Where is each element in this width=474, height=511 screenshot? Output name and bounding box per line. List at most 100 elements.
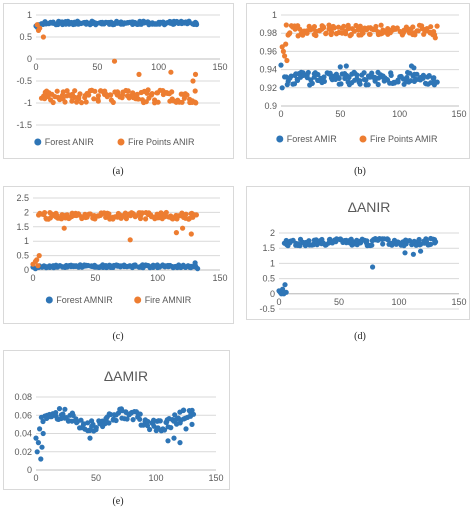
data-point-e-s0 <box>147 426 153 433</box>
y-tick-label: 1 <box>24 236 29 246</box>
x-tick-label: 150 <box>451 297 466 307</box>
data-point-e-s0 <box>189 407 195 413</box>
y-tick-label: 0.5 <box>262 274 275 284</box>
data-point-a-s1 <box>143 99 149 105</box>
data-point-d-s0 <box>416 236 422 243</box>
y-tick-label: 1.5 <box>16 222 29 232</box>
data-point-b-s1 <box>378 22 384 28</box>
data-point-b-s1 <box>410 24 416 30</box>
data-point-e-s0 <box>172 412 178 418</box>
legend-marker <box>34 138 42 146</box>
data-point-b-s1 <box>326 22 332 28</box>
data-point-e-s0 <box>40 418 46 425</box>
data-point-e-s0 <box>168 425 174 431</box>
data-point-d-s0 <box>280 286 286 292</box>
data-point-e-s0 <box>87 427 93 434</box>
data-point-a-s1 <box>95 98 101 104</box>
legend-label: Forest ANIR <box>45 137 95 147</box>
data-point-a-s1 <box>184 92 190 98</box>
data-point-b-s0 <box>315 71 321 78</box>
data-point-c-s1 <box>36 253 42 259</box>
x-tick-label: 100 <box>391 297 406 307</box>
data-point-b-s1 <box>341 23 347 29</box>
chart-title: ΔANIR <box>348 199 391 215</box>
data-point-e-s0 <box>39 444 45 450</box>
y-tick-label: -0.5 <box>16 76 32 86</box>
data-point-b-s1 <box>284 57 290 64</box>
data-point-b-s0 <box>337 64 343 70</box>
data-point-a-s1 <box>134 91 140 97</box>
data-point-e-s0 <box>113 417 119 424</box>
data-point-b-s0 <box>384 76 390 83</box>
data-point-a-s1 <box>69 98 75 104</box>
data-point-e-s0 <box>37 426 43 432</box>
data-point-b-s0 <box>372 78 378 84</box>
data-point-a-s1 <box>136 71 142 77</box>
data-point-e-s0 <box>124 416 130 422</box>
y-tick-label: -0.5 <box>259 304 275 314</box>
chart-svg-d: ΔANIR-0.500.511.520 50 100 150 <box>259 199 466 314</box>
data-point-b-s1 <box>348 31 354 38</box>
y-tick-label: 0 <box>27 54 32 64</box>
data-point-e-s0 <box>34 449 40 455</box>
data-point-a-s1 <box>83 99 89 105</box>
data-point-a-s1 <box>76 96 82 102</box>
legend-label: Forest AMIR <box>287 134 338 144</box>
data-point-c-s0 <box>192 260 198 266</box>
data-point-b-s1 <box>360 30 366 36</box>
data-point-a-s1 <box>168 69 174 75</box>
data-point-c-s1 <box>127 237 133 243</box>
data-point-b-s0 <box>321 78 327 84</box>
data-point-e-s0 <box>33 435 39 441</box>
data-point-e-s0 <box>181 407 187 413</box>
x-tick-label: 150 <box>451 109 466 119</box>
data-point-a-s1 <box>179 99 185 105</box>
y-tick-label: 0 <box>24 265 29 275</box>
data-point-e-s0 <box>87 435 93 441</box>
data-point-e-s0 <box>190 411 197 417</box>
data-point-e-s0 <box>161 427 168 433</box>
y-tick-label: 2.5 <box>16 193 29 203</box>
data-point-e-s0 <box>70 412 76 418</box>
y-tick-label: -1.5 <box>16 120 32 130</box>
x-tick-label: 0 <box>30 273 35 283</box>
data-point-a-s0 <box>193 20 199 26</box>
data-point-a-s1 <box>148 92 155 98</box>
data-point-b-s0 <box>357 81 363 87</box>
data-point-e-s0 <box>78 417 84 423</box>
x-tick-label: 50 <box>335 109 345 119</box>
data-point-e-s0 <box>145 418 151 425</box>
data-point-a-s1 <box>145 87 151 93</box>
data-point-b-s1 <box>283 41 289 47</box>
data-point-b-s0 <box>375 81 381 88</box>
data-point-b-s1 <box>280 48 286 55</box>
data-point-b-s0 <box>311 74 317 80</box>
x-tick-label: 0 <box>278 109 283 119</box>
data-point-b-s1 <box>311 24 317 30</box>
data-point-a-s1 <box>50 99 56 106</box>
data-point-c-s0 <box>195 266 201 272</box>
data-point-a-s1 <box>110 99 116 105</box>
legend-label: Forest AMNIR <box>56 295 113 305</box>
data-point-c-s1 <box>188 231 194 237</box>
chart-panel-b: 0.9 0.92 0.94 0.96 0.98 1 0 50 100 150 Forest AMIR… <box>246 3 470 159</box>
legend-label: Fire Points ANIR <box>128 137 195 147</box>
data-point-e-s0 <box>165 438 171 444</box>
data-point-d-s0 <box>364 238 370 244</box>
y-tick-label: 0.08 <box>14 392 32 402</box>
x-tick-label: 100 <box>148 473 163 483</box>
y-tick-label: 0.98 <box>259 28 277 38</box>
data-point-b-s1 <box>331 25 337 31</box>
data-point-b-s1 <box>283 22 289 28</box>
data-point-a-s1 <box>56 96 62 102</box>
caption-d: (d) <box>354 331 366 342</box>
data-point-c-s1 <box>58 216 65 222</box>
x-tick-label: 100 <box>392 109 407 119</box>
data-point-e-s0 <box>90 421 96 428</box>
data-point-b-s0 <box>404 74 410 81</box>
data-point-a-s1 <box>155 99 161 105</box>
data-point-c-s1 <box>180 225 186 231</box>
data-point-a-s1 <box>86 92 92 98</box>
x-tick-label: 100 <box>150 273 165 283</box>
legend-marker <box>134 296 142 304</box>
